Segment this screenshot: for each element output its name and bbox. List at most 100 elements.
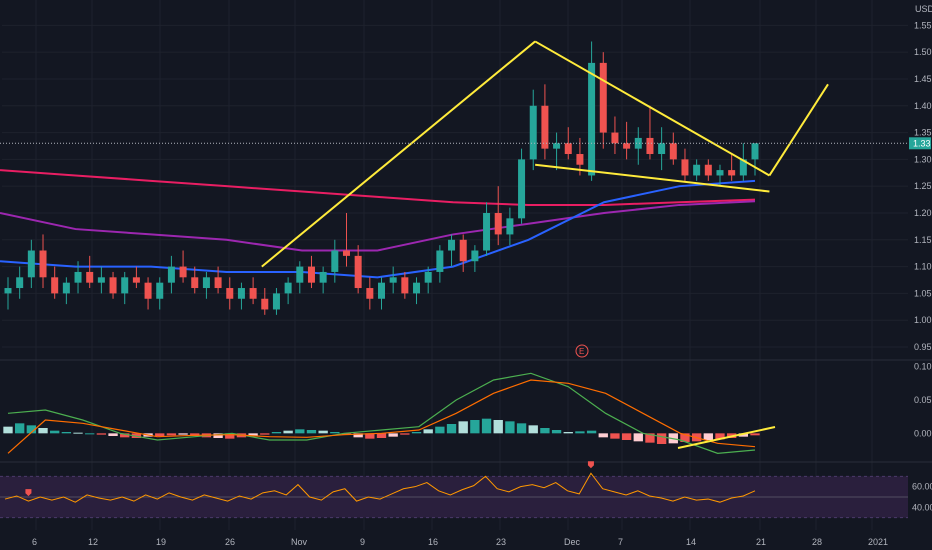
macd-histogram-bar bbox=[365, 433, 375, 439]
candle-body bbox=[623, 143, 631, 149]
candle-body bbox=[553, 143, 561, 149]
candle-body bbox=[331, 250, 339, 272]
macd-histogram-bar bbox=[458, 421, 468, 434]
moving-average-line bbox=[0, 200, 756, 252]
macd-histogram-bar bbox=[680, 433, 690, 442]
rsi-panel bbox=[0, 461, 908, 519]
macd-histogram-bar bbox=[610, 433, 620, 439]
rsi-tick-label: 40.00 bbox=[912, 502, 932, 512]
candle-body bbox=[564, 143, 572, 155]
macd-tick-label: 0.05 bbox=[914, 395, 932, 405]
macd-histogram-bar bbox=[703, 433, 713, 440]
macd-histogram-bar bbox=[540, 428, 550, 434]
candle-body bbox=[588, 62, 596, 176]
candle-body bbox=[389, 277, 397, 283]
candle-body bbox=[16, 277, 24, 289]
candle-body bbox=[272, 293, 280, 310]
candle-body bbox=[226, 288, 234, 299]
price-tick-label: 1.30 bbox=[914, 154, 932, 164]
price-tick-label: 1.25 bbox=[914, 181, 932, 191]
macd-histogram-bar bbox=[388, 433, 398, 437]
moving-average-line bbox=[0, 179, 756, 279]
price-tick-label: 1.50 bbox=[914, 47, 932, 57]
macd-histogram-bar bbox=[481, 418, 492, 434]
candle-body bbox=[658, 143, 666, 155]
price-tick-label: 0.95 bbox=[914, 342, 932, 352]
candle-body bbox=[39, 250, 47, 278]
candle-body bbox=[506, 218, 514, 235]
macd-histogram-bar bbox=[3, 426, 13, 434]
macd-line bbox=[7, 379, 756, 454]
macd-histogram-bar bbox=[435, 426, 445, 434]
macd-histogram-bar bbox=[271, 432, 282, 434]
candle-body bbox=[191, 277, 199, 289]
pattern-line bbox=[768, 83, 829, 176]
macd-histogram-bar bbox=[598, 433, 608, 438]
macd-histogram-bar bbox=[190, 433, 200, 436]
candle-body bbox=[121, 277, 129, 294]
candle-body bbox=[483, 212, 491, 251]
macd-histogram-bar bbox=[306, 430, 317, 434]
indicator-panels bbox=[0, 359, 932, 463]
price-tick-label: 1.20 bbox=[914, 208, 932, 218]
macd-histogram-bar bbox=[586, 430, 597, 434]
time-tick-label: Dec bbox=[564, 537, 581, 547]
macd-line bbox=[7, 372, 756, 454]
candle-body bbox=[249, 288, 257, 299]
time-tick-label: 23 bbox=[496, 537, 506, 547]
macd-histogram-bar bbox=[15, 423, 25, 434]
macd-histogram-bar bbox=[38, 428, 48, 434]
candle-body bbox=[436, 250, 444, 272]
candle-body bbox=[62, 282, 70, 294]
candle-body bbox=[109, 277, 117, 294]
candle-body bbox=[27, 250, 35, 278]
candle-body bbox=[518, 159, 526, 219]
candle-body bbox=[156, 282, 164, 299]
earnings-marker[interactable]: E bbox=[575, 344, 589, 358]
macd-histogram-bar bbox=[621, 433, 632, 440]
candle-body bbox=[681, 159, 689, 176]
candle-body bbox=[86, 271, 94, 283]
macd-histogram-bar bbox=[505, 421, 515, 434]
candle-body bbox=[471, 250, 479, 262]
time-tick-label: 28 bbox=[812, 537, 822, 547]
macd-histogram-bar bbox=[656, 433, 667, 444]
candle-body bbox=[237, 288, 245, 299]
macd-histogram-bar bbox=[178, 433, 188, 435]
macd-histogram-bar bbox=[575, 431, 585, 434]
macd-histogram-bar bbox=[633, 433, 643, 442]
earnings-marker-label: E bbox=[579, 347, 584, 356]
candle-body bbox=[599, 62, 607, 133]
price-tick-label: 1.40 bbox=[914, 101, 932, 111]
pattern-line bbox=[535, 163, 770, 193]
candle-body bbox=[296, 266, 304, 283]
macd-histogram-bar bbox=[750, 433, 760, 436]
time-tick-label: 16 bbox=[428, 537, 438, 547]
candle-body bbox=[693, 164, 701, 176]
candle-body bbox=[529, 105, 537, 160]
macd-histogram-bar bbox=[295, 429, 305, 434]
macd-histogram-bar bbox=[73, 432, 83, 434]
last-price-tag bbox=[909, 137, 931, 150]
candle-body bbox=[167, 266, 175, 283]
price-tick-label: 1.00 bbox=[914, 315, 932, 325]
macd-histogram-bar bbox=[26, 425, 37, 434]
price-tick-label: 1.15 bbox=[914, 235, 932, 245]
candle-body bbox=[144, 282, 152, 299]
candle-body bbox=[424, 271, 432, 283]
price-tick-label: 1.05 bbox=[914, 288, 932, 298]
candle-body bbox=[611, 132, 619, 144]
candle-body bbox=[132, 277, 140, 283]
macd-histogram-bar bbox=[446, 424, 457, 434]
price-tick-label: 1.45 bbox=[914, 74, 932, 84]
time-tick-label: 19 bbox=[156, 537, 166, 547]
macd-histogram-bar bbox=[120, 433, 130, 438]
candle-body bbox=[97, 277, 105, 283]
candle-body bbox=[51, 277, 59, 294]
moving-average-line bbox=[0, 169, 756, 206]
candle-body bbox=[494, 212, 502, 235]
candles bbox=[4, 41, 759, 315]
currency-label: USD bbox=[915, 4, 932, 14]
price-tick-label: 1.55 bbox=[914, 20, 932, 30]
